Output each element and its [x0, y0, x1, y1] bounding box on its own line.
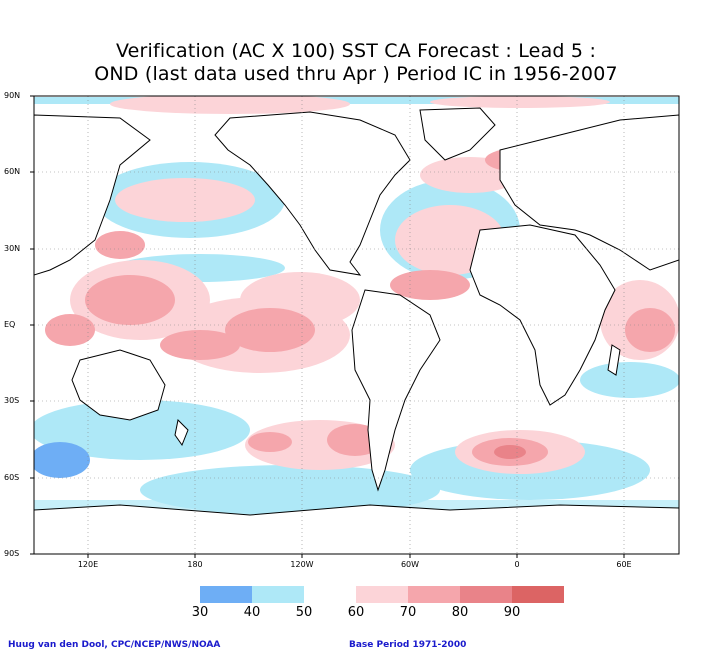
color-legend	[200, 586, 564, 603]
anomaly-region	[248, 432, 292, 452]
base-period: Base Period 1971-2000	[349, 640, 467, 650]
anomaly-region	[494, 445, 526, 459]
lon-label: 120E	[77, 560, 99, 569]
lat-label: 90N	[4, 91, 21, 100]
lat-label: 60N	[4, 167, 21, 176]
lat-label: 90S	[4, 549, 20, 558]
anomaly-region	[110, 96, 350, 114]
anomaly-region	[390, 270, 470, 300]
lon-label: 60W	[400, 560, 420, 569]
land-greenland	[419, 107, 496, 161]
legend-swatch	[512, 586, 564, 603]
anomaly-region	[225, 308, 315, 352]
legend-label: 40	[243, 605, 261, 620]
land-antarctica	[34, 504, 679, 554]
anomaly-region	[45, 314, 95, 346]
gridlines	[34, 96, 679, 554]
legend-label: 90	[503, 605, 521, 620]
legend-label: 80	[451, 605, 469, 620]
legend-swatch	[356, 586, 408, 603]
legend-swatch	[460, 586, 512, 603]
chart-title-line-1: Verification (AC X 100) SST CA Forecast …	[115, 40, 597, 62]
legend-swatch	[408, 586, 460, 603]
land-asia-west	[34, 114, 151, 276]
axis-ticks	[30, 95, 625, 558]
lat-label: EQ	[4, 320, 16, 329]
lat-label: 30S	[4, 396, 20, 405]
land-north-america	[214, 111, 411, 276]
anomaly-region	[625, 308, 675, 352]
legend-label: 30	[191, 605, 209, 620]
lon-label: 0	[514, 560, 520, 569]
anomaly-region	[34, 97, 679, 104]
land-africa	[469, 224, 616, 406]
legend-swatch	[304, 586, 356, 603]
land-new-zealand	[174, 418, 189, 447]
lon-label: 180	[187, 560, 203, 569]
anomaly-region	[580, 362, 679, 398]
anomaly-region	[115, 178, 255, 222]
lon-label: 120W	[290, 560, 314, 569]
land-madagascar	[607, 344, 621, 376]
author-credit: Huug van den Dool, CPC/NCEP/NWS/NOAA	[8, 640, 221, 650]
land-eurasia	[499, 114, 679, 271]
land-australia	[71, 349, 166, 421]
land-south-america	[351, 289, 441, 492]
legend-swatch	[200, 586, 252, 603]
anomaly-region	[430, 96, 610, 108]
lon-label: 60E	[616, 560, 632, 569]
anomaly-region	[95, 231, 145, 259]
legend-swatch	[252, 586, 304, 603]
anomaly-region	[85, 275, 175, 325]
anomaly-region	[160, 330, 240, 360]
chart-title-line-2: OND (last data used thru Apr ) Period IC…	[94, 63, 618, 85]
legend-label: 50	[295, 605, 313, 620]
legend-label: 70	[399, 605, 417, 620]
lat-label: 30N	[4, 244, 21, 253]
legend-label: 60	[347, 605, 365, 620]
anomaly-region	[34, 442, 90, 478]
lat-label: 60S	[4, 473, 20, 482]
